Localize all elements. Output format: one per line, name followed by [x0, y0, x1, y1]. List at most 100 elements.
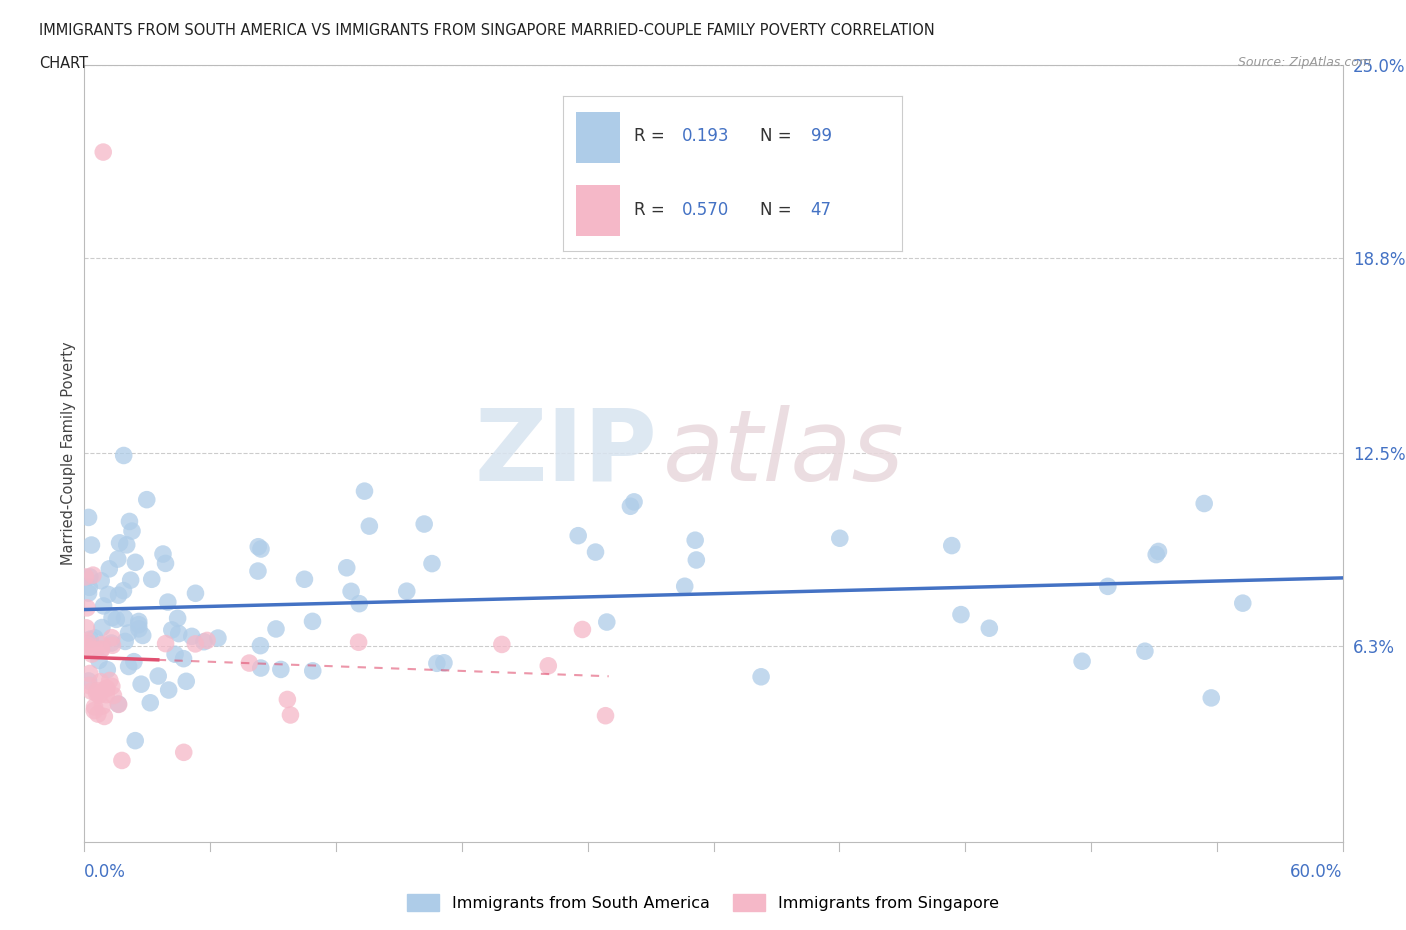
- Point: [76, 637, 98, 652]
- Point: [107, 697, 129, 711]
- Point: [949, 607, 972, 622]
- Point: [619, 498, 641, 513]
- Point: [91, 698, 114, 713]
- Text: 60.0%: 60.0%: [1291, 863, 1343, 882]
- Point: [79, 569, 101, 584]
- Point: [683, 533, 706, 548]
- Point: [94, 682, 117, 697]
- Point: [174, 674, 197, 689]
- Point: [76, 633, 98, 648]
- Point: [249, 638, 271, 653]
- Point: [207, 631, 229, 645]
- Point: [87, 653, 110, 668]
- Point: [121, 524, 143, 538]
- Point: [97, 587, 120, 602]
- Point: [160, 622, 183, 637]
- Point: [128, 618, 150, 632]
- Point: [91, 145, 114, 160]
- Point: [165, 646, 187, 661]
- Point: [77, 673, 100, 688]
- Point: [301, 614, 323, 629]
- Point: [828, 531, 851, 546]
- Point: [77, 586, 100, 601]
- Point: [111, 753, 134, 768]
- Point: [426, 656, 449, 671]
- Point: [120, 573, 142, 588]
- Point: [77, 510, 100, 525]
- Point: [1133, 644, 1156, 658]
- Point: [90, 674, 112, 689]
- Point: [395, 584, 418, 599]
- Point: [93, 599, 115, 614]
- Point: [101, 610, 124, 625]
- Point: [336, 561, 359, 576]
- Point: [301, 663, 323, 678]
- Point: [673, 578, 696, 593]
- Point: [90, 643, 112, 658]
- Point: [1071, 654, 1094, 669]
- Point: [979, 621, 1001, 636]
- Point: [115, 538, 138, 552]
- Point: [101, 638, 124, 653]
- Point: [114, 611, 136, 626]
- Text: IMMIGRANTS FROM SOUTH AMERICA VS IMMIGRANTS FROM SINGAPORE MARRIED-COUPLE FAMILY: IMMIGRANTS FROM SOUTH AMERICA VS IMMIGRA…: [39, 23, 935, 38]
- Text: atlas: atlas: [664, 405, 905, 502]
- Point: [114, 634, 136, 649]
- Point: [79, 580, 101, 595]
- Point: [250, 541, 273, 556]
- Point: [96, 662, 118, 677]
- Point: [294, 572, 316, 587]
- Point: [83, 703, 105, 718]
- Point: [167, 626, 190, 641]
- Point: [353, 484, 375, 498]
- Point: [749, 670, 772, 684]
- Point: [93, 709, 115, 724]
- Point: [83, 631, 105, 645]
- Point: [100, 631, 122, 645]
- Point: [91, 620, 114, 635]
- Point: [103, 688, 125, 703]
- Point: [155, 636, 177, 651]
- Point: [238, 656, 260, 671]
- Point: [124, 733, 146, 748]
- Point: [1097, 579, 1119, 594]
- Point: [107, 588, 129, 603]
- Point: [347, 635, 370, 650]
- Point: [86, 684, 108, 698]
- Text: 0.0%: 0.0%: [84, 863, 127, 882]
- Point: [83, 643, 105, 658]
- Point: [124, 555, 146, 570]
- Point: [96, 687, 118, 702]
- Point: [139, 696, 162, 711]
- Point: [155, 556, 177, 571]
- Point: [75, 569, 97, 584]
- Point: [117, 659, 139, 674]
- Point: [80, 684, 103, 698]
- Point: [596, 615, 619, 630]
- Point: [122, 654, 145, 669]
- Point: [141, 572, 163, 587]
- Point: [420, 556, 443, 571]
- Point: [491, 637, 513, 652]
- Point: [118, 514, 141, 529]
- Point: [247, 539, 270, 554]
- Point: [567, 528, 589, 543]
- Point: [117, 626, 139, 641]
- Point: [135, 492, 157, 507]
- Point: [77, 678, 100, 693]
- Point: [433, 656, 456, 671]
- Point: [156, 594, 179, 609]
- Text: Source: ZipAtlas.com: Source: ZipAtlas.com: [1237, 56, 1371, 69]
- Point: [173, 651, 195, 666]
- Point: [246, 564, 269, 578]
- Point: [1199, 690, 1222, 705]
- Point: [340, 584, 363, 599]
- Point: [173, 745, 195, 760]
- Point: [90, 637, 112, 652]
- Point: [98, 562, 121, 577]
- Point: [90, 574, 112, 589]
- Point: [79, 631, 101, 646]
- Point: [537, 658, 560, 673]
- Point: [128, 614, 150, 629]
- Point: [87, 688, 110, 703]
